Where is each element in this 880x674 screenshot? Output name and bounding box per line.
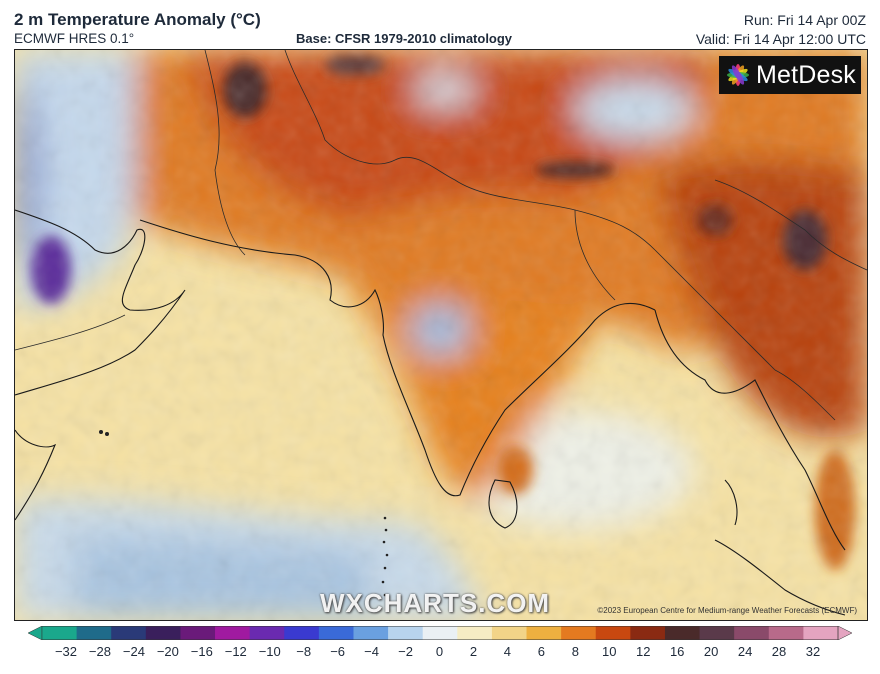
colorbar-segment (353, 626, 389, 640)
colorbar-tick-label: −32 (54, 644, 78, 659)
climatology-base-label: Base: CFSR 1979-2010 climatology (296, 31, 513, 46)
colorbar-segment (630, 626, 666, 640)
colorbar-tick-label: −12 (224, 644, 247, 659)
colorbar-segment (215, 626, 251, 640)
colorbar-tick-label: 2 (469, 644, 478, 659)
colorbar-right-tip (837, 626, 852, 640)
colorbar-tick-label: 28 (771, 644, 787, 659)
colorbar-segment (734, 626, 770, 640)
colorbar-segments (28, 626, 852, 640)
anomaly-field (15, 50, 867, 620)
ecmwf-copyright: ©2023 European Centre for Medium-range W… (597, 606, 857, 615)
colorbar-tick-label: −24 (122, 644, 145, 659)
metdesk-flower-icon (726, 64, 749, 86)
colorbar-tick-label: 16 (669, 644, 685, 659)
colorbar-segment (457, 626, 493, 640)
colorbar-segment (526, 626, 562, 640)
colorbar-segment (145, 626, 181, 640)
colorbar-tick-label: −2 (398, 644, 413, 659)
colorbar-segment (42, 626, 78, 640)
colorbar-segment (803, 626, 839, 640)
colorbar-left-tip (28, 626, 43, 640)
colorbar-outline (41, 626, 839, 640)
colorbar-tick-labels: −32 −28 −24 −20 −16 −12 −10 −8 −6 −4 −2 0 2 4 6 8 10 12 16… (0, 644, 880, 666)
metdesk-logo: MetDesk (719, 56, 861, 94)
colorbar-tick-label: −10 (258, 644, 281, 659)
maldives-islands (99, 430, 389, 597)
colorbar-tick-label: −28 (88, 644, 111, 659)
map-title: 2 m Temperature Anomaly (°C) (14, 10, 261, 29)
colorbar-segment (249, 626, 285, 640)
colorbar-tick-label: 8 (571, 644, 579, 659)
colorbar-tick-label: 4 (503, 644, 512, 659)
run-time-label: Run: Fri 14 Apr 00Z (743, 12, 866, 28)
metdesk-logo-text: MetDesk (755, 60, 857, 89)
colorbar-tick-label: 32 (805, 644, 821, 659)
colorbar-tick-label: 0 (435, 644, 444, 659)
colorbar-tick-label: 24 (737, 644, 753, 659)
colorbar-tick-label: 20 (703, 644, 719, 659)
coastlines (15, 209, 846, 616)
colorbar-tick-label: 10 (602, 644, 617, 659)
colorbar-tick-label: −20 (156, 644, 179, 659)
colorbar-segment (664, 626, 701, 640)
country-borders (15, 50, 867, 421)
colorbar-tick-label: −8 (296, 644, 312, 659)
colorbar-segment (111, 626, 147, 640)
colorbar-tick-label: −6 (330, 644, 346, 659)
valid-time-label: Valid: Fri 14 Apr 12:00 UTC (695, 31, 866, 47)
colorbar-segment (561, 626, 597, 640)
colorbar-tick-label: −4 (364, 644, 379, 659)
anomaly-map[interactable]: MetDesk WXCHARTS.COM ©2023 European Cent… (14, 49, 868, 621)
colorbar-segment (180, 626, 216, 640)
colorbar-segment (388, 626, 424, 640)
colorbar-segment (768, 626, 804, 640)
colorbar-segment (76, 626, 112, 640)
model-label: ECMWF HRES 0.1° (14, 31, 135, 46)
colorbar-tick-label: −16 (190, 644, 213, 659)
colorbar-tick-label: 6 (537, 644, 545, 659)
colorbar-segment (422, 626, 458, 640)
colorbar-segment (284, 626, 320, 640)
colorbar-segment (318, 626, 354, 640)
colorbar-segment (491, 626, 528, 640)
colorbar-segment (595, 626, 631, 640)
wxcharts-watermark: WXCHARTS.COM (320, 588, 551, 618)
colorbar-segment (699, 626, 735, 640)
colorbar (28, 626, 852, 640)
colorbar-tick-label: 12 (635, 644, 651, 659)
